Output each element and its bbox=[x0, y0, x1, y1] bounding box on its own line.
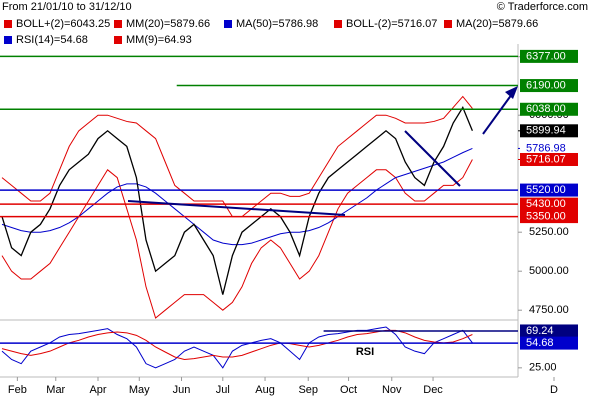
x-tick-label: Feb bbox=[8, 384, 27, 396]
x-tick-label: Mar bbox=[46, 384, 65, 396]
x-tick-label: Nov bbox=[382, 384, 402, 396]
series-line bbox=[1, 147, 473, 246]
level-label-box bbox=[520, 183, 578, 197]
legend-label: MA(50)=5786.98 bbox=[236, 18, 318, 30]
level-label: 6190.00 bbox=[526, 79, 566, 91]
x-tick-label: Sep bbox=[298, 384, 318, 396]
level-label: 54.68 bbox=[526, 337, 554, 349]
plot-area bbox=[1, 326, 473, 369]
x-tick-label: D bbox=[550, 384, 558, 396]
legend-swatch bbox=[114, 20, 122, 28]
x-tick-label: May bbox=[129, 384, 150, 396]
level-label: 5350.00 bbox=[526, 211, 566, 223]
marker-label: 5786.98 bbox=[526, 142, 566, 154]
legend-label: RSI(14)=54.68 bbox=[16, 34, 88, 46]
trend-line bbox=[127, 200, 346, 216]
level-label: 6038.00 bbox=[526, 103, 566, 115]
y-tick-label: 4750.00 bbox=[529, 304, 569, 316]
legend-label: MM(20)=5879.66 bbox=[126, 18, 210, 30]
legend-swatch bbox=[4, 36, 12, 44]
panel-title: RSI bbox=[356, 346, 374, 358]
level-label-box bbox=[520, 336, 578, 350]
trend-line bbox=[404, 130, 461, 187]
y-tick-label: 5000.00 bbox=[529, 265, 569, 277]
copyright: © Traderforce.com bbox=[497, 1, 588, 13]
legend-swatch bbox=[4, 20, 12, 28]
level-label: 6377.00 bbox=[526, 50, 566, 62]
legend-swatch bbox=[114, 36, 122, 44]
series-line bbox=[1, 326, 473, 369]
level-label: 5430.00 bbox=[526, 198, 566, 210]
level-label-box bbox=[520, 79, 578, 93]
level-label-box bbox=[520, 102, 578, 116]
arrow-head bbox=[505, 86, 518, 99]
date-range: From 21/01/10 to 31/12/10 bbox=[2, 1, 132, 13]
x-tick-label: Jul bbox=[216, 384, 230, 396]
legend-label: MA(20)=5879.66 bbox=[456, 18, 538, 30]
legend-label: BOLL-(2)=5716.07 bbox=[346, 18, 437, 30]
layers: BOLL+(2)=6043.25 MM(20)=5879.66 MA(50)=578… bbox=[0, 18, 578, 396]
series-line bbox=[1, 105, 474, 295]
series-line bbox=[1, 95, 473, 218]
x-tick-label: Dec bbox=[423, 384, 443, 396]
marker-label: 5899.94 bbox=[526, 125, 566, 137]
marker-box bbox=[520, 124, 578, 138]
legend-label: MM(9)=64.93 bbox=[126, 34, 192, 46]
x-tick-label: Oct bbox=[340, 384, 357, 396]
marker-box bbox=[520, 152, 578, 166]
legend-swatch bbox=[334, 20, 342, 28]
marker-box bbox=[520, 141, 578, 155]
legend-swatch bbox=[444, 20, 452, 28]
level-label: 69.24 bbox=[526, 325, 554, 337]
x-tick-label: Jun bbox=[173, 384, 191, 396]
legend-label: BOLL+(2)=6043.25 bbox=[16, 18, 110, 30]
y-tick-label: 25.00 bbox=[529, 362, 557, 374]
y-tick-label: 5250.00 bbox=[529, 226, 569, 238]
level-label-box bbox=[520, 324, 578, 338]
x-tick-label: Aug bbox=[255, 384, 275, 396]
level-label-box bbox=[520, 197, 578, 211]
level-label-box bbox=[520, 49, 578, 63]
level-label: 5520.00 bbox=[526, 184, 566, 196]
legend-swatch bbox=[224, 20, 232, 28]
marker-label: 5716.07 bbox=[526, 153, 566, 165]
series-line bbox=[1, 159, 473, 319]
forecast-arrow bbox=[482, 93, 513, 135]
x-tick-label: Apr bbox=[89, 384, 106, 396]
level-label-box bbox=[520, 210, 578, 224]
